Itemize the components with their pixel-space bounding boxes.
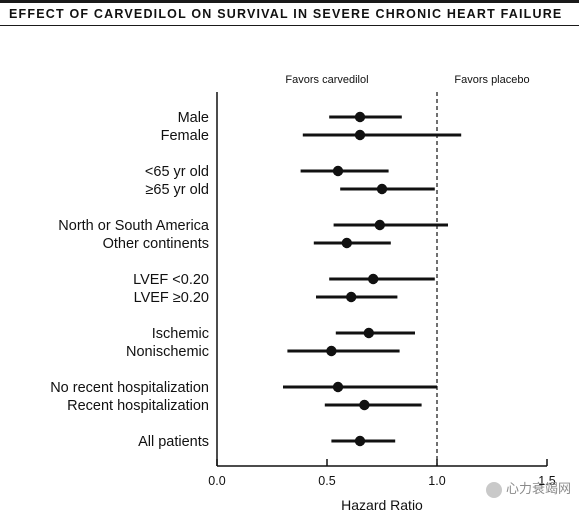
x-tick-label: 0.0 <box>208 474 225 488</box>
x-tick-label: 1.5 <box>538 474 555 488</box>
hr-point <box>354 111 366 123</box>
top-rule <box>0 0 579 3</box>
hr-point <box>363 327 374 339</box>
annotation-favors-placebo: Favors placebo <box>454 74 529 86</box>
row-label: LVEF <0.20 <box>133 272 209 288</box>
watermark-text: 心力衰竭网 <box>505 481 571 497</box>
watermark: 心力衰竭网 <box>485 478 571 498</box>
annotation-favors-carvedilol: Favors carvedilol <box>285 74 368 86</box>
row-label: All patients <box>138 434 209 450</box>
title-underline <box>0 25 579 26</box>
x-axis-label: Hazard Ratio <box>341 497 423 513</box>
x-tick-label: 1.0 <box>428 474 445 488</box>
row-label: Ischemic <box>152 326 209 342</box>
row-label: North or South America <box>58 218 210 234</box>
hr-point <box>326 345 337 357</box>
row-label: No recent hospitalization <box>50 380 209 396</box>
hr-point <box>354 435 366 447</box>
x-tick-label: 0.5 <box>318 474 335 488</box>
row-label: Male <box>178 110 209 126</box>
row-label: Recent hospitalization <box>67 398 209 414</box>
hr-point <box>332 381 344 393</box>
hr-point <box>341 237 352 249</box>
hr-point <box>359 399 370 411</box>
chat-bubble-icon <box>485 482 502 498</box>
hr-point <box>374 219 385 231</box>
hr-point <box>376 183 388 195</box>
row-label: Female <box>161 128 209 144</box>
chart-title: EFFECT OF CARVEDILOL ON SURVIVAL IN SEVE… <box>9 7 563 21</box>
hr-point <box>332 165 344 177</box>
row-label: LVEF ≥0.20 <box>134 290 209 306</box>
row-label: Other continents <box>103 236 209 252</box>
row-label: ≥65 yr old <box>145 182 209 198</box>
hr-point <box>346 291 357 303</box>
hr-point <box>354 129 366 141</box>
hr-point <box>368 273 379 285</box>
row-label: <65 yr old <box>145 164 209 180</box>
row-label: Nonischemic <box>126 344 209 360</box>
